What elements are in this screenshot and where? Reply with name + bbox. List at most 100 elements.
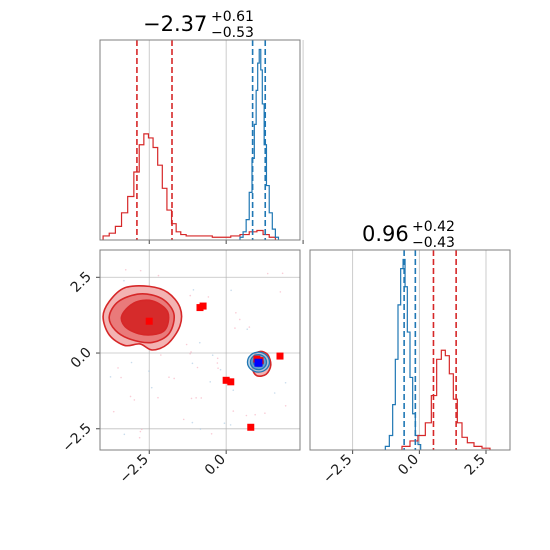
scatter-dot: [199, 428, 202, 430]
scatter-dot: [254, 413, 256, 416]
x-tick-label-bottom-right: −2.5: [320, 452, 355, 487]
scatter-dot: [150, 386, 153, 389]
scatter-dot: [238, 318, 241, 321]
histogram-panel-top-left: −2.37 +0.61 −0.53: [99, 9, 304, 244]
scatter-dot: [264, 412, 266, 414]
scatter-dot: [210, 432, 213, 435]
scatter-dot: [232, 389, 235, 392]
scatter-dot: [229, 424, 232, 426]
title-minus-top-left: −0.53: [211, 25, 254, 41]
ticks-top-left: [148, 240, 304, 244]
scatter-dot: [190, 397, 193, 400]
scatter-dot: [182, 418, 185, 421]
scatter-dot: [168, 376, 170, 379]
scatter-dot: [139, 269, 142, 272]
histogram-series-bottom-right: [384, 258, 491, 450]
scatter-dot: [273, 392, 276, 394]
x-tick-label-bottom-left: 0.0: [202, 452, 229, 479]
scatter-dot: [195, 397, 197, 399]
scatter-dot: [130, 361, 133, 364]
scatter-dot: [216, 357, 219, 360]
red-marker: [227, 378, 235, 386]
x-tick-label-bottom-right: 2.5: [462, 452, 489, 479]
scatter-dot: [120, 376, 122, 379]
scatter-dot: [124, 268, 127, 271]
scatter-dot: [284, 381, 287, 384]
scatter-dot: [189, 352, 191, 355]
scatter-dot: [157, 274, 160, 277]
red-marker: [145, 317, 153, 325]
scatter-dot: [117, 367, 119, 369]
scatter-dot: [217, 367, 219, 369]
red-marker: [222, 376, 230, 384]
scatter-dot: [266, 272, 269, 275]
scatter-dot: [248, 326, 251, 328]
red-marker: [276, 352, 284, 360]
histogram-red: [102, 133, 276, 240]
title-value-top-left: −2.37: [143, 12, 207, 36]
scatter-dot: [123, 279, 125, 282]
red-contour-level: [120, 299, 170, 336]
scatter-dot: [216, 362, 219, 364]
scatter-dot: [234, 327, 236, 329]
scatter-dot: [190, 351, 192, 353]
scatter-dot: [279, 291, 282, 293]
red-marker: [247, 423, 255, 431]
scatter-dot: [200, 397, 203, 399]
y-tick-label: 2.5: [68, 269, 95, 296]
scatter-dot: [223, 422, 226, 425]
panel-frame-bottom-left: [99, 249, 301, 451]
scatter-dot: [232, 410, 235, 412]
scatter-dot: [129, 395, 132, 398]
scatter-dot: [133, 399, 136, 401]
panel-frame-bottom-right: [309, 249, 511, 451]
title-plus-top-left: +0.61: [211, 9, 254, 25]
red-contours: [102, 285, 272, 377]
scatter-dot: [140, 428, 143, 431]
scatter-dot: [138, 436, 141, 439]
scatter-dot: [148, 370, 150, 372]
scatter-dot: [230, 289, 232, 292]
quantile-lines-top-left: [136, 40, 267, 240]
title-plus-bottom-right: +0.42: [412, 219, 455, 235]
scatter-dot: [123, 433, 126, 436]
scatter-dot: [246, 328, 249, 331]
blue-marker: [254, 358, 263, 367]
scatter-dot: [219, 368, 222, 371]
title-minus-bottom-right: −0.43: [412, 235, 455, 251]
histogram-blue: [239, 48, 280, 240]
quantile-lines-bottom-right: [403, 250, 457, 450]
scatter-dot: [185, 343, 188, 346]
histogram-red: [401, 349, 491, 450]
scatter-dot: [281, 272, 284, 275]
histogram-panel-bottom-right: −2.5 0.0 2.5 0.96 +0.42 −0.43: [309, 219, 511, 487]
scatter-dot: [112, 410, 115, 413]
scatter-dot: [191, 362, 194, 365]
panel-frame-top-left: [99, 39, 301, 241]
scatter-dot: [284, 404, 287, 407]
grid-bottom-left: [100, 250, 300, 450]
scatter-dot: [191, 421, 194, 424]
x-tick-label-bottom-left: −2.5: [117, 452, 152, 487]
y-tick-label: 0.0: [68, 345, 95, 372]
y-tick-label: −2.5: [59, 420, 94, 455]
ticks-bottom-right: −2.5 0.0 2.5: [320, 450, 489, 487]
scatter-dot: [109, 376, 112, 378]
scatter-dot: [198, 341, 201, 344]
scatter-dot: [196, 366, 199, 369]
scatter-dot: [192, 289, 195, 291]
scatter-panel-bottom-left: −2.5 0.0 −2.5 0.0 2.5: [59, 249, 301, 487]
scatter-dot: [209, 381, 212, 383]
scatter-markers: [145, 302, 284, 431]
grid-top-left: [148, 40, 304, 240]
grid-bottom-right: [352, 250, 487, 450]
scatter-dot: [207, 296, 210, 298]
title-value-bottom-right: 0.96: [362, 222, 409, 246]
histogram-series-top-left: [102, 48, 280, 240]
x-tick-label-bottom-right: 0.0: [395, 452, 422, 479]
scatter-dot: [235, 311, 237, 314]
red-marker: [199, 302, 207, 310]
scatter-dot: [160, 354, 162, 356]
scatter-dot: [139, 430, 142, 433]
